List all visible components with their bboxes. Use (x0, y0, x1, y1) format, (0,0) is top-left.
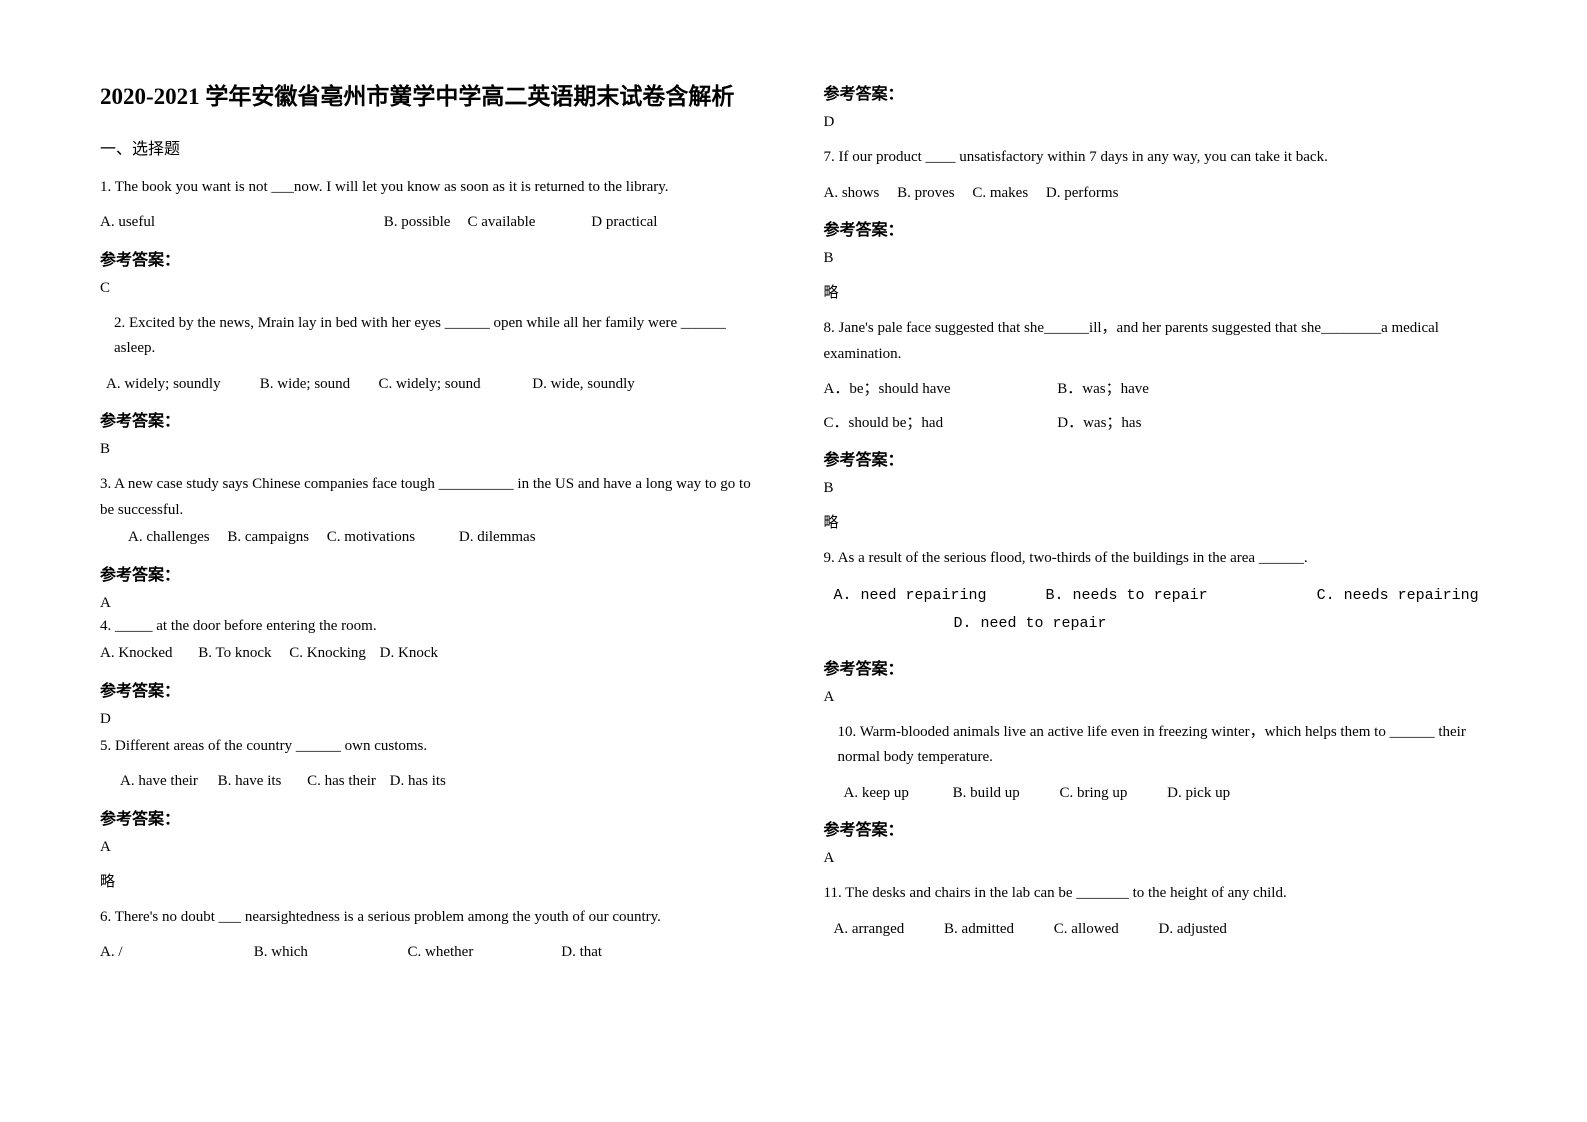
q11-opt-d: D. adjusted (1159, 917, 1227, 943)
q9-options: A. need repairing B. needs to repair C. … (824, 582, 1488, 639)
q10-options: A. keep up B. build up C. bring up D. pi… (824, 781, 1488, 807)
q9-opt-d: D. need to repair (954, 610, 1107, 639)
q2-options: A. widely; soundly B. wide; sound C. wid… (100, 372, 764, 398)
q10-opt-b: B. build up (953, 781, 1020, 807)
q1-answer: C (100, 280, 764, 297)
q4-text: 4. _____ at the door before entering the… (100, 614, 764, 640)
q10-answer: A (824, 850, 1488, 867)
q10-text: 10. Warm-blooded animals live an active … (824, 720, 1488, 771)
q9-text: 9. As a result of the serious flood, two… (824, 546, 1488, 572)
q3-opt-c: C. motivations (327, 525, 415, 551)
q9-answer-label: 参考答案： (824, 655, 1488, 679)
q5-opt-a: A. have their (120, 769, 198, 795)
q1-opt-d: D practical (591, 210, 657, 236)
section-header: 一、选择题 (100, 135, 764, 159)
q6-opt-d: D. that (561, 940, 602, 966)
q9-opt-b: B. needs to repair (1046, 582, 1208, 611)
q2-opt-b: B. wide; sound (260, 372, 375, 398)
q3-opt-a: A. challenges (128, 525, 210, 551)
left-column: 2020-2021 学年安徽省亳州市黉学中学高二英语期末试卷含解析 一、选择题 … (100, 80, 764, 1082)
q3-options: A. challenges B. campaigns C. motivation… (100, 525, 764, 551)
q10-opt-c: C. bring up (1060, 781, 1128, 807)
q3-answer: A (100, 595, 764, 612)
q8-opt-b: B．was；have (1057, 377, 1149, 403)
q11-opt-a: A. arranged (834, 917, 905, 943)
q6-answer: D (824, 114, 1488, 131)
q3-opt-b: B. campaigns (227, 525, 309, 551)
q2-answer: B (100, 441, 764, 458)
document-title: 2020-2021 学年安徽省亳州市黉学中学高二英语期末试卷含解析 (100, 80, 764, 115)
q7-options: A. shows B. proves C. makes D. performs (824, 181, 1488, 207)
q5-opt-b: B. have its (218, 769, 282, 795)
q5-answer: A (100, 839, 764, 856)
q10-answer-label: 参考答案： (824, 816, 1488, 840)
q7-answer-label: 参考答案： (824, 216, 1488, 240)
q6-options: A. / B. which C. whether D. that (100, 940, 764, 966)
q2-opt-a: A. widely; soundly (106, 372, 256, 398)
q1-opt-b: B. possible (384, 210, 464, 236)
q6-opt-b: B. which (254, 940, 404, 966)
q9-opt-c: C. needs repairing (1317, 582, 1479, 611)
q7-opt-d: D. performs (1046, 181, 1118, 207)
q5-answer-label: 参考答案： (100, 805, 764, 829)
q1-options: A. useful B. possible C available D prac… (100, 210, 764, 236)
q5-options: A. have their B. have its C. has their D… (100, 769, 764, 795)
q4-opt-c: C. Knocking (289, 641, 366, 667)
q7-opt-a: A. shows (824, 181, 880, 207)
q9-opt-a: A. need repairing (834, 582, 987, 611)
q1-text: 1. The book you want is not ___now. I wi… (100, 175, 764, 201)
q8-answer: B (824, 480, 1488, 497)
q4-answer: D (100, 711, 764, 728)
q6-opt-a: A. / (100, 940, 250, 966)
q11-options: A. arranged B. admitted C. allowed D. ad… (824, 917, 1488, 943)
q8-brief: 略 (824, 511, 1488, 532)
q11-text: 11. The desks and chairs in the lab can … (824, 881, 1488, 907)
q3-text: 3. A new case study says Chinese compani… (100, 472, 764, 523)
q2-text: 2. Excited by the news, Mrain lay in bed… (100, 311, 764, 362)
q2-opt-d: D. wide, soundly (532, 372, 635, 398)
q8-opt-a: A．be；should have (824, 377, 1054, 403)
q5-opt-d: D. has its (390, 769, 446, 795)
q1-answer-label: 参考答案： (100, 246, 764, 270)
q10-opt-a: A. keep up (844, 781, 909, 807)
q8-opt-c: C．should be；had (824, 411, 1054, 437)
q6-opt-c: C. whether (408, 940, 558, 966)
q4-opt-d: D. Knock (380, 641, 438, 667)
q4-options: A. Knocked B. To knock C. Knocking D. Kn… (100, 641, 764, 667)
q6-text: 6. There's no doubt ___ nearsightedness … (100, 905, 764, 931)
q5-brief: 略 (100, 870, 764, 891)
q4-opt-a: A. Knocked (100, 641, 172, 667)
q4-opt-b: B. To knock (198, 641, 271, 667)
q7-text: 7. If our product ____ unsatisfactory wi… (824, 145, 1488, 171)
q2-answer-label: 参考答案： (100, 407, 764, 431)
q9-answer: A (824, 689, 1488, 706)
q10-opt-d: D. pick up (1167, 781, 1230, 807)
q8-text: 8. Jane's pale face suggested that she__… (824, 316, 1488, 367)
q7-answer: B (824, 250, 1488, 267)
q7-opt-b: B. proves (897, 181, 955, 207)
q6-answer-label: 参考答案： (824, 80, 1488, 104)
q5-opt-c: C. has their (307, 769, 376, 795)
q7-opt-c: C. makes (972, 181, 1028, 207)
q3-opt-d: D. dilemmas (459, 525, 536, 551)
q8-opt-d: D．was；has (1057, 411, 1141, 437)
q11-opt-c: C. allowed (1054, 917, 1119, 943)
q4-answer-label: 参考答案： (100, 677, 764, 701)
q8-options: A．be；should have B．was；have C．should be；… (824, 377, 1488, 436)
q3-answer-label: 参考答案： (100, 561, 764, 585)
q1-opt-a: A. useful (100, 210, 270, 236)
q2-opt-c: C. widely; sound (379, 372, 529, 398)
q5-text: 5. Different areas of the country ______… (100, 734, 764, 760)
q7-brief: 略 (824, 281, 1488, 302)
q11-opt-b: B. admitted (944, 917, 1014, 943)
right-column: 参考答案： D 7. If our product ____ unsatisfa… (824, 80, 1488, 1082)
q8-answer-label: 参考答案： (824, 446, 1488, 470)
q1-opt-c: C available (468, 210, 588, 236)
